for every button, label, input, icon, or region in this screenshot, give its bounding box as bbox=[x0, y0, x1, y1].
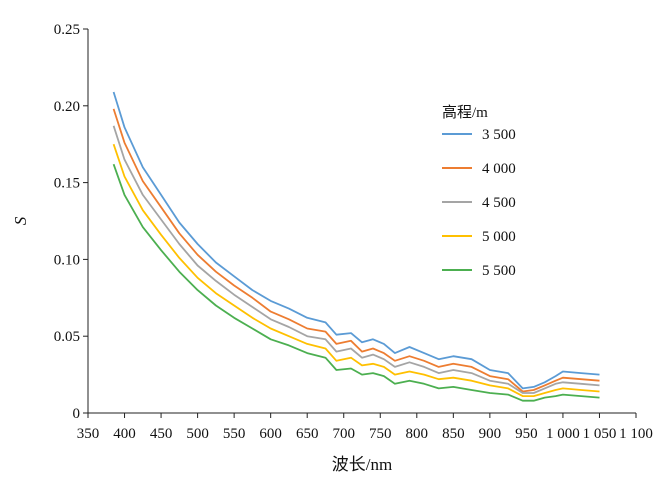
x-tick-label: 550 bbox=[223, 426, 246, 442]
x-tick-label: 1 050 bbox=[583, 426, 617, 442]
y-tick-label: 0.20 bbox=[54, 99, 80, 115]
y-tick-label: 0.15 bbox=[54, 176, 80, 192]
legend-title: 高程/m bbox=[442, 104, 488, 121]
series-line-0 bbox=[112, 91, 600, 390]
series-lines bbox=[112, 91, 600, 402]
x-tick-label: 350 bbox=[77, 426, 100, 442]
y-axis-ticks: 0 0.05 0.10 0.15 0.20 0.25 bbox=[54, 22, 88, 422]
series-line-2 bbox=[112, 125, 600, 394]
x-tick-label: 1 000 bbox=[546, 426, 580, 442]
series-line-3 bbox=[112, 143, 600, 398]
legend-label-3: 5 000 bbox=[482, 229, 516, 245]
y-tick-label: 0.25 bbox=[54, 22, 80, 38]
x-tick-label: 750 bbox=[369, 426, 392, 442]
legend-label-0: 3 500 bbox=[482, 127, 516, 143]
legend-items: 3 500 4 000 4 500 5 000 5 500 bbox=[442, 127, 516, 279]
y-tick-label: 0 bbox=[73, 406, 81, 422]
legend-label-1: 4 000 bbox=[482, 161, 516, 177]
legend-label-4: 5 500 bbox=[482, 263, 516, 279]
legend-label-2: 4 500 bbox=[482, 195, 516, 211]
y-tick-label: 0.10 bbox=[54, 252, 80, 268]
plot-area: 0 0.05 0.10 0.15 0.20 0.25 350 400 450 500 550 600… bbox=[54, 22, 653, 442]
x-tick-label: 950 bbox=[515, 426, 538, 442]
x-tick-label: 1 100 bbox=[619, 426, 653, 442]
x-tick-label: 900 bbox=[479, 426, 502, 442]
x-tick-label: 400 bbox=[113, 426, 136, 442]
x-tick-label: 500 bbox=[186, 426, 209, 442]
x-tick-label: 450 bbox=[150, 426, 173, 442]
x-axis-ticks: 350 400 450 500 550 600 650 700 750 800 850 900 950 1… bbox=[77, 413, 653, 442]
series-line-1 bbox=[112, 108, 600, 393]
x-tick-label: 850 bbox=[442, 426, 465, 442]
x-tick-label: 800 bbox=[406, 426, 429, 442]
x-axis-title: 波长/nm bbox=[332, 455, 392, 474]
x-tick-label: 700 bbox=[332, 426, 355, 442]
x-tick-label: 650 bbox=[296, 426, 319, 442]
y-axis-title: S bbox=[11, 216, 30, 225]
series-line-4 bbox=[112, 163, 600, 402]
y-tick-label: 0.05 bbox=[54, 329, 80, 345]
legend: 高程/m 3 500 4 000 4 500 5 000 5 500 bbox=[442, 104, 516, 279]
x-tick-label: 600 bbox=[259, 426, 282, 442]
